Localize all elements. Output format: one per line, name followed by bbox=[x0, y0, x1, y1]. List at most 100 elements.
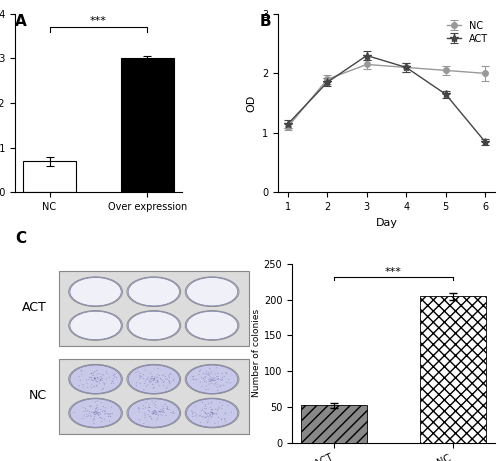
Ellipse shape bbox=[106, 373, 108, 374]
Ellipse shape bbox=[113, 378, 114, 379]
Ellipse shape bbox=[150, 378, 151, 379]
Ellipse shape bbox=[94, 416, 95, 417]
Ellipse shape bbox=[127, 277, 180, 307]
Ellipse shape bbox=[202, 402, 203, 403]
Ellipse shape bbox=[96, 412, 98, 413]
Ellipse shape bbox=[194, 412, 196, 413]
Ellipse shape bbox=[216, 367, 217, 368]
Ellipse shape bbox=[106, 378, 107, 379]
Ellipse shape bbox=[128, 278, 180, 306]
Ellipse shape bbox=[68, 277, 122, 307]
Ellipse shape bbox=[214, 384, 215, 385]
Ellipse shape bbox=[205, 417, 206, 418]
Ellipse shape bbox=[82, 418, 84, 419]
Ellipse shape bbox=[214, 413, 216, 414]
Ellipse shape bbox=[143, 405, 144, 406]
Ellipse shape bbox=[111, 407, 112, 408]
Ellipse shape bbox=[169, 381, 170, 382]
Ellipse shape bbox=[211, 412, 212, 413]
Ellipse shape bbox=[211, 412, 212, 413]
Ellipse shape bbox=[86, 416, 88, 417]
Ellipse shape bbox=[104, 383, 106, 384]
Ellipse shape bbox=[93, 412, 94, 413]
Ellipse shape bbox=[110, 416, 111, 417]
Ellipse shape bbox=[95, 378, 96, 379]
Ellipse shape bbox=[203, 373, 204, 374]
Ellipse shape bbox=[210, 412, 211, 413]
Ellipse shape bbox=[157, 377, 158, 378]
Ellipse shape bbox=[186, 399, 238, 427]
Ellipse shape bbox=[160, 411, 161, 412]
Ellipse shape bbox=[98, 412, 100, 413]
Ellipse shape bbox=[157, 418, 158, 419]
Ellipse shape bbox=[100, 379, 102, 380]
Ellipse shape bbox=[193, 376, 194, 377]
Ellipse shape bbox=[204, 376, 206, 377]
Ellipse shape bbox=[154, 378, 155, 379]
Ellipse shape bbox=[214, 380, 216, 381]
Ellipse shape bbox=[90, 373, 92, 374]
Ellipse shape bbox=[96, 377, 98, 378]
Ellipse shape bbox=[156, 420, 158, 421]
Ellipse shape bbox=[94, 371, 96, 372]
Ellipse shape bbox=[95, 411, 96, 412]
Ellipse shape bbox=[96, 370, 98, 371]
Ellipse shape bbox=[128, 311, 180, 340]
Ellipse shape bbox=[92, 413, 94, 414]
Ellipse shape bbox=[100, 413, 101, 414]
Ellipse shape bbox=[192, 412, 193, 413]
Ellipse shape bbox=[108, 414, 109, 415]
Ellipse shape bbox=[224, 418, 226, 419]
Ellipse shape bbox=[192, 416, 194, 417]
Ellipse shape bbox=[111, 383, 112, 384]
Ellipse shape bbox=[128, 399, 180, 427]
Ellipse shape bbox=[222, 405, 223, 406]
Ellipse shape bbox=[213, 413, 214, 414]
Ellipse shape bbox=[146, 379, 147, 380]
Ellipse shape bbox=[206, 374, 208, 375]
Ellipse shape bbox=[148, 410, 149, 411]
Ellipse shape bbox=[138, 407, 140, 408]
Ellipse shape bbox=[216, 413, 217, 414]
Ellipse shape bbox=[206, 371, 207, 372]
Ellipse shape bbox=[208, 374, 210, 375]
FancyBboxPatch shape bbox=[59, 271, 249, 346]
Ellipse shape bbox=[221, 419, 222, 420]
Ellipse shape bbox=[162, 375, 163, 376]
Ellipse shape bbox=[107, 413, 108, 414]
Ellipse shape bbox=[101, 421, 102, 422]
Ellipse shape bbox=[152, 380, 154, 381]
Ellipse shape bbox=[172, 413, 174, 414]
Ellipse shape bbox=[148, 407, 150, 408]
Ellipse shape bbox=[153, 380, 154, 381]
Ellipse shape bbox=[221, 380, 222, 381]
Ellipse shape bbox=[90, 406, 92, 407]
Ellipse shape bbox=[214, 383, 216, 384]
Ellipse shape bbox=[170, 412, 172, 413]
Ellipse shape bbox=[158, 375, 160, 376]
Ellipse shape bbox=[200, 415, 201, 416]
Ellipse shape bbox=[136, 382, 137, 383]
Ellipse shape bbox=[162, 380, 163, 381]
Ellipse shape bbox=[169, 382, 170, 383]
Ellipse shape bbox=[200, 422, 201, 423]
Ellipse shape bbox=[149, 380, 150, 381]
Ellipse shape bbox=[68, 311, 122, 340]
Ellipse shape bbox=[214, 423, 216, 424]
Ellipse shape bbox=[199, 371, 200, 372]
Ellipse shape bbox=[226, 382, 228, 383]
Text: C: C bbox=[15, 230, 26, 246]
Ellipse shape bbox=[89, 411, 90, 412]
Ellipse shape bbox=[210, 381, 211, 382]
Ellipse shape bbox=[157, 380, 158, 381]
Ellipse shape bbox=[211, 409, 212, 410]
Ellipse shape bbox=[212, 409, 213, 410]
Ellipse shape bbox=[152, 378, 153, 379]
Ellipse shape bbox=[192, 376, 193, 377]
Ellipse shape bbox=[205, 406, 206, 407]
Text: NC: NC bbox=[28, 389, 46, 402]
Bar bbox=[302, 405, 366, 443]
Ellipse shape bbox=[162, 415, 163, 416]
Ellipse shape bbox=[222, 377, 223, 378]
Text: ***: *** bbox=[90, 16, 107, 26]
